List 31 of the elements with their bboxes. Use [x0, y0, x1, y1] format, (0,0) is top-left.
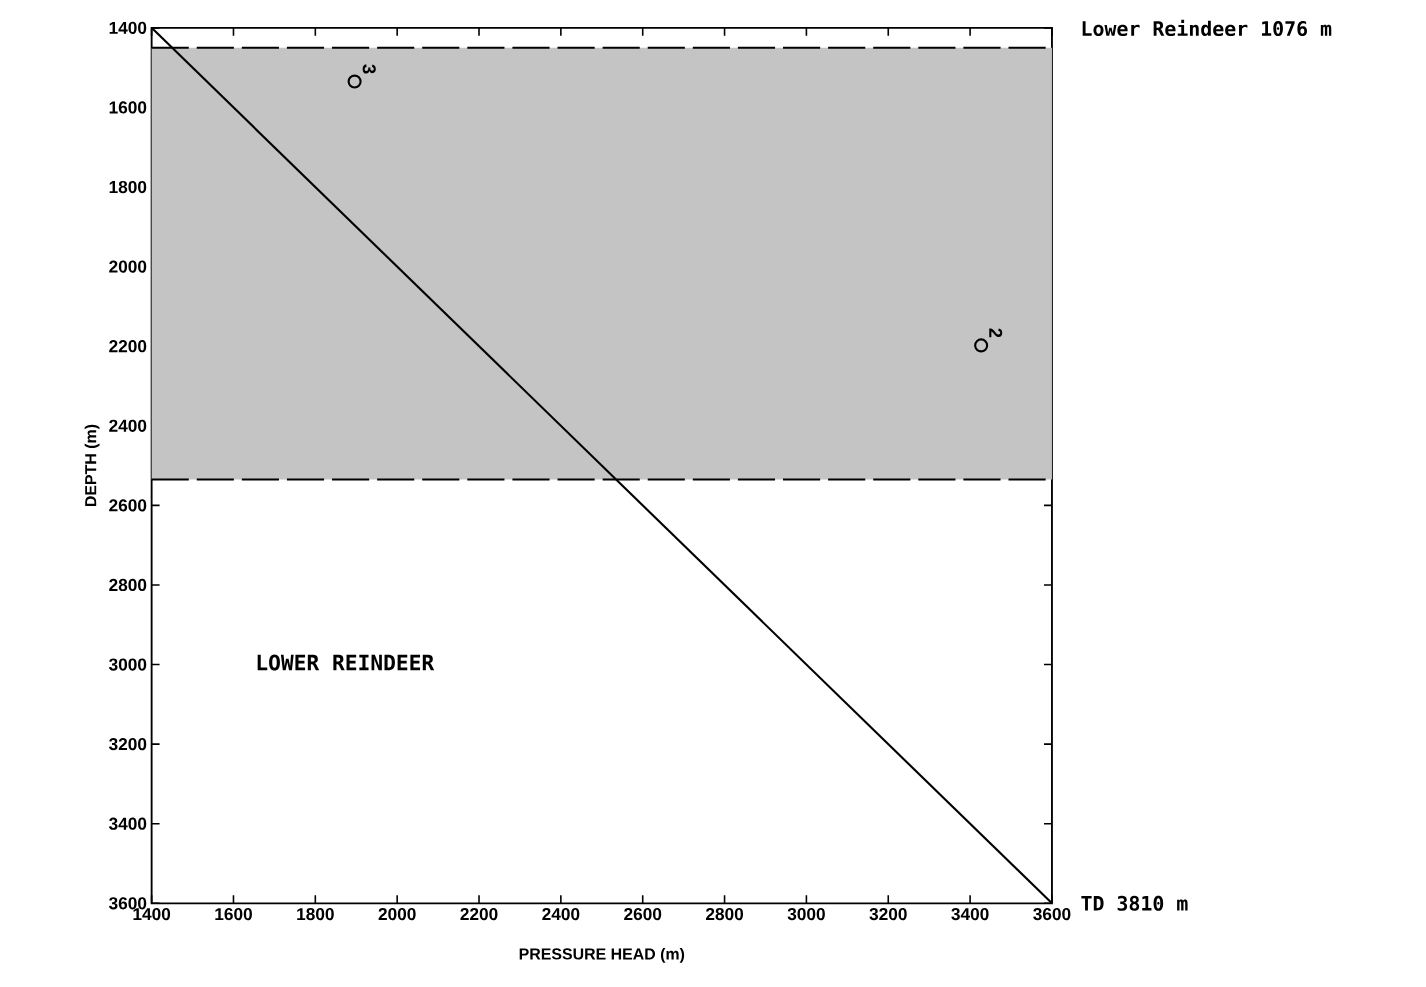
y-tick-label: 3000 [108, 658, 147, 671]
x-tick-label: 1400 [133, 908, 171, 921]
y-tick-label: 2600 [109, 499, 147, 512]
x-tick-label: 3000 [787, 908, 825, 921]
y-tick-label: 2800 [109, 578, 147, 592]
y-tick-label: 3600 [108, 897, 147, 910]
annotation: 3 [362, 64, 376, 74]
annotation: 2 [989, 328, 1003, 338]
x-tick-label: 2800 [705, 908, 744, 921]
x-tick-label: 3200 [869, 908, 907, 921]
y-axis-title: DEPTH (m) [84, 424, 100, 507]
x-tick-label: 2000 [378, 908, 416, 921]
y-tick-label: 2400 [109, 419, 147, 432]
y-tick-label: 3200 [108, 738, 147, 751]
y-tick-label: 1400 [109, 21, 147, 35]
y-tick-label: 1800 [109, 180, 147, 194]
x-tick-label: 2400 [542, 908, 580, 921]
y-tick-label: 3400 [108, 817, 147, 830]
y-tick-label: 1600 [109, 101, 147, 114]
x-tick-label: 1600 [215, 908, 252, 921]
x-tick-label: 3600 [1033, 908, 1071, 921]
x-tick-label: 3400 [951, 908, 989, 921]
x-tick-label: 2200 [460, 908, 498, 921]
text: TD 3810 m [1081, 895, 1188, 911]
x-tick-label: 1800 [297, 908, 334, 921]
text: Lower Reindeer 1076 m [1082, 19, 1332, 37]
x-axis-title: PRESSURE HEAD (m) [519, 947, 685, 963]
annotation: LOWER REINDEER [257, 654, 435, 671]
y-tick-label: 2200 [109, 340, 147, 353]
x-tick-label: 2600 [624, 908, 662, 921]
y-tick-label: 2000 [109, 260, 147, 273]
